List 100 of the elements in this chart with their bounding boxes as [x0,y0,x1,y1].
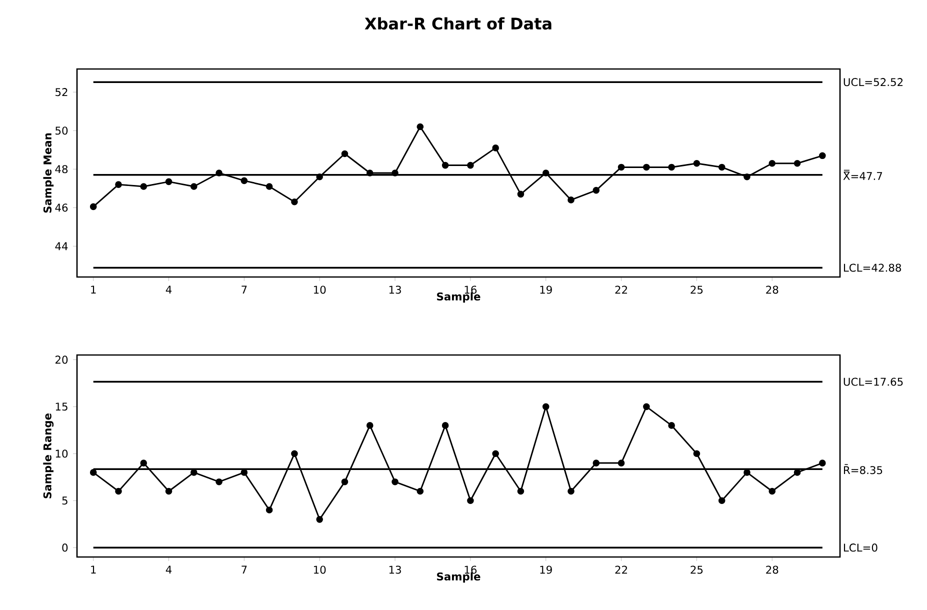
point [768,488,776,495]
point [266,506,273,514]
point [542,403,550,410]
y-axis-title: Sample Range [43,413,54,498]
point [416,488,424,495]
point [668,164,675,171]
point [568,196,574,204]
point [668,422,675,429]
point [140,183,148,190]
point [240,469,248,476]
y-tick-label: 46 [55,204,68,212]
x-tick-label: 10 [314,566,326,574]
point [744,173,750,180]
x-tick-label: 28 [766,286,778,294]
x-tick-label: 1 [91,286,96,294]
x-tick-label: 25 [690,566,703,574]
ref-line-label: LCL=0 [844,544,878,552]
point [794,160,801,167]
point [643,164,650,171]
ref-line-label: UCL=17.65 [844,378,903,386]
point [718,164,726,171]
point [643,403,650,410]
point [316,173,324,180]
point [492,450,499,458]
point [618,164,625,171]
point [819,152,826,160]
point [190,469,198,476]
point [216,478,222,486]
point [165,488,172,495]
x-tick-label: 22 [615,566,627,574]
y-tick-label: 20 [55,356,68,364]
chart-title: Xbar-R Chart of Data [364,17,552,30]
y-tick-label: 44 [55,242,68,250]
point [216,170,222,176]
point [316,516,324,523]
point [416,123,424,130]
x-tick-label: 22 [615,286,627,294]
ref-line-label: R̄=8.35 [844,464,882,474]
point [592,460,600,466]
point [366,170,374,176]
y-tick-label: 48 [55,165,68,174]
point [693,160,700,167]
point [90,469,97,476]
point [517,488,524,495]
y-tick-label: 52 [56,88,68,96]
ref-line-label: LCL=42.88 [844,264,902,272]
point [90,203,97,210]
x-tick-label: 16 [464,566,477,574]
y-tick-label: 50 [56,126,68,135]
point [744,469,750,476]
point [140,460,148,466]
y-tick-label: 10 [56,450,68,458]
point [542,170,550,176]
point [693,450,700,458]
point [442,422,449,429]
point [341,478,348,486]
x-tick-label: 4 [166,566,172,574]
point [190,183,198,190]
point [794,469,801,476]
point [517,190,524,198]
x-axis-title: Sample [437,292,480,303]
x-tick-label: 7 [242,286,247,294]
point [115,488,122,495]
y-tick-label: 15 [56,402,68,411]
ref-line-label: UCL=52.52 [844,78,903,86]
point [266,183,273,190]
x-tick-label: 10 [314,286,326,294]
point [291,198,298,206]
x-tick-label: 16 [464,286,477,294]
point [568,488,574,495]
point [618,460,625,466]
point [341,150,348,158]
x-tick-label: 19 [540,566,552,574]
point [240,177,248,184]
x-tick-label: 28 [766,566,778,574]
y-axis-title: Sample Mean [43,133,54,213]
y-tick-label: 5 [62,496,68,505]
x-axis-title: Sample [437,572,480,583]
point [291,450,298,458]
point [492,144,499,152]
point [115,181,122,188]
x-tick-label: 19 [540,286,552,294]
point [165,178,172,186]
x-tick-label: 25 [690,286,703,294]
point [467,497,474,504]
ref-line-label: X̿=47.7 [843,170,882,180]
x-tick-label: 7 [242,566,247,574]
point [392,478,398,486]
x-tick-label: 4 [166,286,172,294]
point [819,460,826,466]
x-tick-label: 13 [389,286,401,294]
point [366,422,374,429]
x-tick-label: 13 [389,566,401,574]
x-tick-label: 1 [91,566,96,574]
point [392,170,398,176]
point [718,497,726,504]
y-tick-label: 0 [62,544,68,552]
point [768,160,776,167]
point [592,186,600,194]
point [467,162,474,169]
